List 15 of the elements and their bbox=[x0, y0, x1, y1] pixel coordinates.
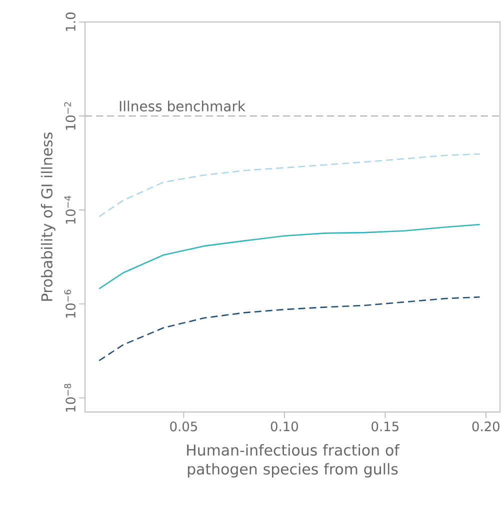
y-tick-label: 10$^{−2}$ bbox=[64, 102, 76, 130]
y-tick-label: 10$^{−8}$ bbox=[64, 384, 76, 412]
x-axis-title: Human-infectious fraction of pathogen species from gulls bbox=[187, 444, 400, 478]
ref-line-label: Illness benchmark bbox=[120, 100, 246, 112]
line-series bbox=[98, 153, 481, 218]
x-tick-label: 0.15 bbox=[372, 422, 398, 432]
x-tick-label: 0.05 bbox=[170, 422, 197, 432]
y-axis-title: Probability of GI illness bbox=[40, 132, 56, 301]
y-tick-label: 10$^{−6}$ bbox=[64, 290, 76, 318]
x-tick-label: 0.20 bbox=[472, 422, 500, 432]
line-series bbox=[98, 296, 481, 362]
x-tick-label: 0.10 bbox=[270, 422, 298, 432]
y-tick-label: 1.0 bbox=[66, 12, 76, 31]
line-series bbox=[98, 224, 481, 290]
y-tick-label: 10$^{−4}$ bbox=[64, 196, 76, 224]
